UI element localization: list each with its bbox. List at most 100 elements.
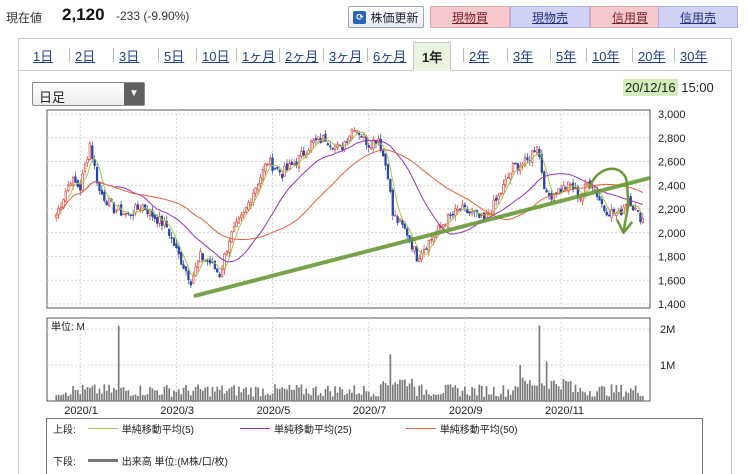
tab-12[interactable]: 5年 bbox=[556, 49, 577, 64]
candle-body bbox=[369, 147, 373, 150]
volume-bar bbox=[533, 385, 536, 401]
tab-7[interactable]: 3ヶ月 bbox=[329, 49, 363, 64]
volume-bar bbox=[351, 392, 353, 401]
tab-separator bbox=[69, 48, 70, 62]
candle-body bbox=[634, 207, 637, 210]
legend-ma50: 単純移動平均(50) bbox=[439, 424, 518, 436]
tab-10[interactable]: 2年 bbox=[469, 49, 490, 64]
volume-bar bbox=[240, 392, 243, 401]
candle-body bbox=[425, 248, 428, 250]
candle-body bbox=[350, 129, 354, 139]
volume-bar bbox=[120, 387, 122, 401]
volume-bar bbox=[536, 385, 538, 401]
volume-bar bbox=[93, 384, 96, 401]
candle-body bbox=[196, 260, 200, 268]
volume-bar bbox=[574, 384, 577, 401]
candle-body bbox=[391, 189, 394, 216]
volume-bar bbox=[156, 390, 159, 401]
tab-9[interactable]: 1年 bbox=[413, 42, 452, 71]
volume-bar bbox=[101, 393, 103, 401]
volume-bar bbox=[348, 389, 351, 401]
tab-4[interactable]: 10日 bbox=[202, 49, 230, 64]
volume-bar bbox=[315, 386, 317, 401]
tab-14[interactable]: 20年 bbox=[638, 49, 666, 64]
candle-body bbox=[182, 264, 185, 269]
volume-bar bbox=[569, 381, 572, 401]
volume-bar bbox=[223, 393, 226, 401]
candle-body bbox=[112, 202, 116, 214]
volume-bar bbox=[319, 392, 322, 401]
candle-body bbox=[67, 184, 70, 191]
dropdown-arrow-icon[interactable]: ▼ bbox=[124, 83, 144, 105]
candle-body bbox=[148, 209, 152, 216]
candle-body bbox=[569, 183, 572, 186]
as-of-date: 20/12/16 bbox=[623, 79, 678, 96]
volume-bar bbox=[394, 382, 397, 401]
candle-body bbox=[603, 205, 606, 212]
candle-body bbox=[201, 253, 204, 261]
candle-body bbox=[261, 169, 265, 180]
candle-body bbox=[567, 181, 570, 192]
cash-sell-button[interactable]: 現物売 bbox=[510, 6, 590, 28]
legend-ma5: 単純移動平均(5) bbox=[121, 424, 195, 436]
tab-11[interactable]: 3年 bbox=[513, 49, 534, 64]
candle-body bbox=[507, 177, 510, 179]
candle-body bbox=[91, 145, 94, 159]
candle-body bbox=[360, 136, 363, 138]
volume-bar bbox=[512, 390, 514, 401]
margin-buy-button[interactable]: 信用買 bbox=[590, 6, 670, 28]
candle-body bbox=[177, 246, 180, 255]
tab-8[interactable]: 6ヶ月 bbox=[373, 49, 407, 64]
candle-body bbox=[266, 163, 269, 166]
volume-bar bbox=[230, 386, 233, 401]
tab-separator bbox=[367, 48, 368, 62]
x-tick-label: 2020/7 bbox=[353, 405, 387, 417]
candle-body bbox=[269, 158, 272, 165]
interval-select[interactable]: 日足 ▼ bbox=[32, 82, 145, 106]
volume-bar bbox=[170, 396, 173, 401]
volume-bar bbox=[413, 386, 416, 401]
refresh-price-button[interactable]: ⟳ 株価更新 bbox=[348, 6, 424, 28]
price-label: 現在値 bbox=[6, 11, 43, 25]
candle-body bbox=[129, 214, 132, 216]
volume-bar bbox=[55, 395, 58, 401]
volume-bar bbox=[480, 385, 483, 401]
candle-body bbox=[559, 188, 563, 193]
volume-bar bbox=[161, 394, 163, 401]
quote-bar: 現在値 2,120 -233 (-9.90%) ⟳ 株価更新 現物買 現物売 信… bbox=[0, 0, 748, 34]
volume-bar bbox=[113, 387, 115, 401]
volume-bar bbox=[192, 390, 195, 401]
volume-bar bbox=[514, 386, 517, 401]
tab-0[interactable]: 1日 bbox=[33, 49, 54, 64]
tab-5[interactable]: 1ヶ月 bbox=[242, 49, 276, 64]
volume-bar bbox=[79, 394, 82, 401]
candle-body bbox=[384, 153, 387, 166]
volume-bar bbox=[375, 396, 377, 401]
candle-body bbox=[115, 210, 118, 212]
volume-bar bbox=[221, 385, 223, 401]
volume-bar bbox=[81, 384, 84, 401]
tab-15[interactable]: 30年 bbox=[680, 49, 708, 64]
tab-2[interactable]: 3日 bbox=[119, 49, 140, 64]
candle-body bbox=[321, 134, 325, 143]
margin-sell-button[interactable]: 信用売 bbox=[658, 6, 738, 28]
volume-bar bbox=[127, 390, 130, 401]
cash-buy-button[interactable]: 現物買 bbox=[430, 6, 510, 28]
tab-13[interactable]: 10年 bbox=[592, 49, 620, 64]
volume-bar bbox=[98, 388, 101, 401]
candle-body bbox=[244, 207, 248, 213]
volume-bar bbox=[358, 393, 360, 401]
tab-3[interactable]: 5日 bbox=[164, 49, 185, 64]
candle-body bbox=[468, 211, 471, 214]
volume-bar bbox=[281, 387, 284, 401]
candle-body bbox=[600, 199, 604, 205]
candle-body bbox=[610, 209, 613, 218]
volume-bar bbox=[464, 386, 466, 401]
tab-6[interactable]: 2ヶ月 bbox=[285, 49, 319, 64]
volume-bar bbox=[259, 396, 262, 401]
candle-body bbox=[312, 140, 315, 143]
volume-bar bbox=[254, 386, 257, 401]
volume-bar bbox=[560, 389, 562, 401]
tab-1[interactable]: 2日 bbox=[75, 49, 96, 64]
candle-body bbox=[458, 208, 462, 211]
